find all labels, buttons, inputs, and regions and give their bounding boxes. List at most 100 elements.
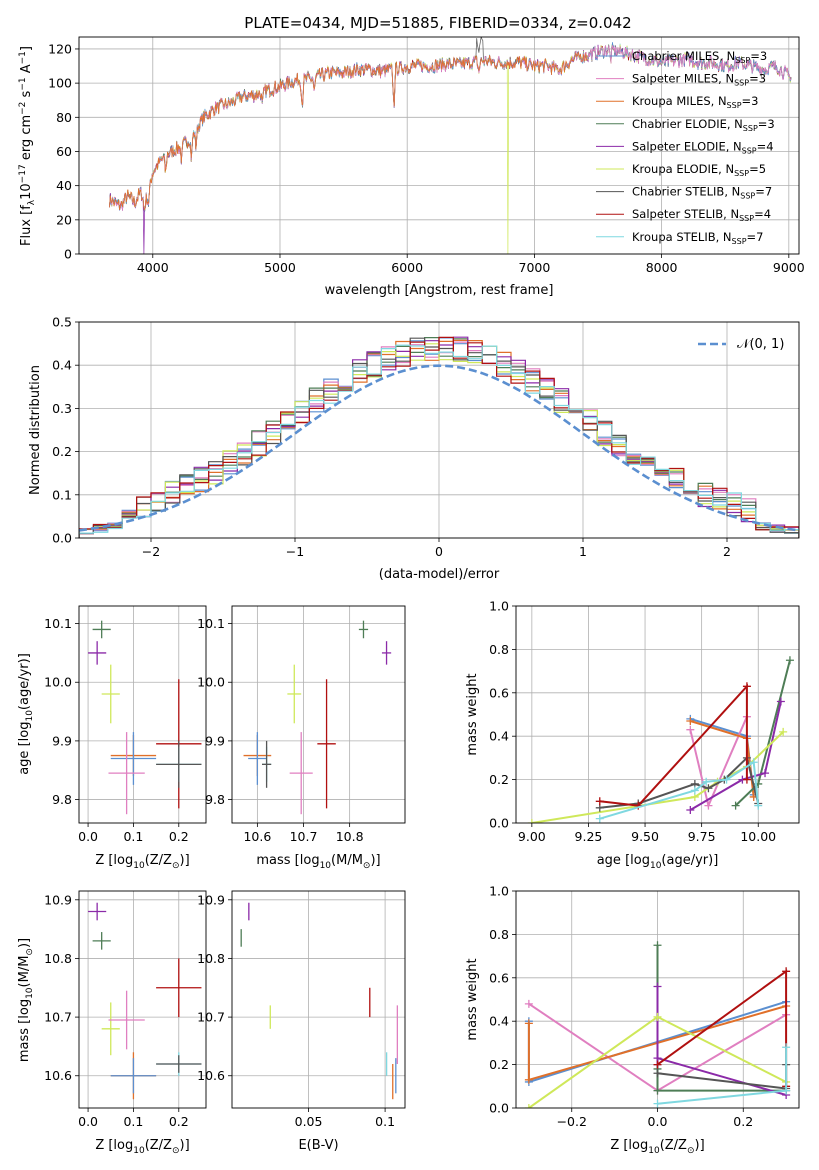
mass-weight-marker (704, 784, 713, 793)
axes-frame (231, 605, 406, 824)
axes-mass-weight-vs-Z: −0.2 0.0 0.2 0.0 0.2 0.4 0.6 0.8 1.0 mass weight Z… (465, 884, 800, 1156)
axes-mass-vs-EBV: 0.05 0.1 10.6 10.7 10.8 10.9 E(B-V) (197, 890, 406, 1153)
plot-area-mass-vs-EBV (240, 902, 398, 1100)
plot-area-age-vs-mass (243, 620, 392, 815)
axes-frame (231, 890, 406, 1109)
y-tick-label: 0.2 (489, 772, 509, 787)
axes-frame (78, 605, 207, 824)
mass-weight-marker (653, 982, 662, 991)
y-tick-label: 9.9 (52, 733, 72, 748)
x-tick-label: 0.0 (78, 1114, 98, 1129)
x-axis-label: wavelength [Angstrom, rest frame] (325, 283, 554, 298)
x-tick-label: 10.8 (336, 829, 364, 844)
x-tick-label: 0.2 (169, 829, 189, 844)
x-tick-label: 10.6 (243, 829, 271, 844)
mass-weight-marker (686, 805, 695, 814)
mass-weight-marker (731, 801, 740, 810)
axes-spectrum: 4000 5000 6000 7000 8000 9000 0 20 40 60 80 100 120 w… (18, 36, 805, 298)
x-axis-label: E(B-V) (298, 1138, 338, 1153)
axis-label: mass [log10(M/M⊙)] (256, 853, 380, 871)
x-tick-label: 2 (723, 544, 731, 559)
axes-mass-weight-vs-age: 9.00 9.25 9.50 9.75 10.00 0.0 0.2 0.4 0.6 0.8 1.0 m… (465, 599, 800, 871)
histogram-step (79, 344, 799, 538)
axes-frame (78, 36, 800, 255)
y-tick-label: 0.8 (489, 642, 509, 657)
x-tick-label: 4000 (137, 260, 169, 275)
y-tick-label: 0 (64, 247, 72, 262)
y-tick-label: 0.2 (52, 444, 72, 459)
x-tick-label: 9.50 (631, 829, 659, 844)
y-tick-label: 10.8 (44, 951, 72, 966)
plot-area-mass-vs-Z (88, 902, 202, 1100)
x-tick-label: 8000 (646, 260, 678, 275)
y-tick-label: 9.9 (205, 733, 225, 748)
mass-weight-marker (702, 777, 711, 786)
y-tick-label: 10.9 (44, 892, 72, 907)
y-tick-label: 0.5 (52, 315, 72, 330)
x-tick-label: 0.1 (123, 829, 143, 844)
y-tick-label: 1.0 (489, 884, 509, 899)
mass-weight-marker (524, 1075, 533, 1084)
mass-weight-marker (776, 697, 785, 706)
y-axis-label: mass weight (465, 673, 480, 755)
mass-weight-marker (527, 819, 536, 823)
y-tick-label: 10.0 (197, 675, 225, 690)
y-tick-label: 60 (56, 144, 72, 159)
mass-weight-marker (779, 727, 788, 736)
y-tick-label: 0.4 (52, 358, 72, 373)
mass-weight-marker (686, 717, 695, 726)
x-axis-label: (data-model)/error (379, 567, 500, 582)
mass-weight-line (531, 731, 784, 823)
plots-layer: 4000 5000 6000 7000 8000 9000020406080100120w… (17, 36, 805, 1156)
mass-weight-marker (595, 814, 604, 823)
mass-weight-marker (704, 801, 713, 810)
mass-weight-marker (690, 786, 699, 795)
x-tick-label: −2 (142, 544, 160, 559)
y-tick-label: 0.8 (489, 927, 509, 942)
spectrum-series-line (109, 51, 588, 211)
legend-entry: Kroupa STELIB, NSSP=7 (632, 230, 763, 246)
y-tick-label: 0.0 (489, 816, 509, 831)
axes-mass-vs-Z: 0.0 0.1 0.2 10.6 10.7 10.8 10.9 Z [log10(Z/Z⊙)]… (17, 890, 207, 1156)
mass-weight-marker (653, 1012, 662, 1021)
figure-title: PLATE=0434, MJD=51885, FIBERID=0334, z=0… (244, 14, 631, 32)
x-tick-label: 0.2 (169, 1114, 189, 1129)
x-tick-label: 0.0 (78, 829, 98, 844)
mass-weight-marker (653, 1099, 662, 1108)
axes-residual-histogram: −2 −1 0 1 2 0.0 0.1 0.2 0.3 0.4 0.5 𝒩(0, 1) (data-mo… (28, 315, 800, 582)
y-tick-label: 9.8 (205, 792, 225, 807)
legend-entry: Salpeter MILES, NSSP=3 (632, 72, 766, 88)
mass-weight-marker (749, 758, 758, 767)
mass-weight-marker (653, 941, 662, 950)
y-tick-label: 10.0 (44, 675, 72, 690)
x-tick-label: 5000 (264, 260, 296, 275)
x-tick-label: 0 (435, 544, 443, 559)
y-tick-label: 10.1 (197, 616, 225, 631)
legend-entry: Salpeter ELODIE, NSSP=4 (632, 139, 774, 155)
plot-area-mass-weight-vs-Z (524, 941, 791, 1108)
x-tick-label: 10.7 (290, 829, 318, 844)
mass-weight-marker (524, 1104, 533, 1108)
mass-weight-line (599, 683, 748, 807)
mass-weight-marker (653, 1060, 662, 1069)
mass-weight-marker (754, 801, 763, 810)
axes-age-vs-Z: 0.0 0.1 0.2 9.8 9.9 10.0 10.1 Z [log10(Z/Z⊙)] ag… (17, 605, 207, 871)
y-tick-label: 0.6 (489, 685, 509, 700)
y-tick-label: 0.4 (489, 729, 509, 744)
axes-age-vs-mass: 10.6 10.7 10.8 9.8 9.9 10.0 10.1 mass [log10(M/… (197, 605, 406, 871)
y-tick-label: 10.7 (44, 1010, 72, 1025)
legend-entry: Chabrier ELODIE, NSSP=3 (632, 117, 775, 133)
mass-weight-marker (785, 656, 794, 665)
axis-label: Z [log10(Z/Z⊙)] (95, 1138, 189, 1156)
y-tick-label: 80 (56, 110, 72, 125)
x-tick-label: 1 (579, 544, 587, 559)
x-tick-label: 9000 (773, 260, 805, 275)
y-tick-label: 1.0 (489, 599, 509, 614)
plot-area-residual-histogram (79, 336, 799, 538)
mass-weight-line (656, 969, 788, 1087)
legend-entry: Salpeter STELIB, NSSP=4 (632, 207, 771, 223)
plot-area-age-vs-Z (88, 620, 202, 815)
axis-label: Z [log10(Z/Z⊙)] (610, 1138, 704, 1156)
axis-label: Z [log10(Z/Z⊙)] (95, 853, 189, 871)
x-tick-label: 9.75 (688, 829, 716, 844)
